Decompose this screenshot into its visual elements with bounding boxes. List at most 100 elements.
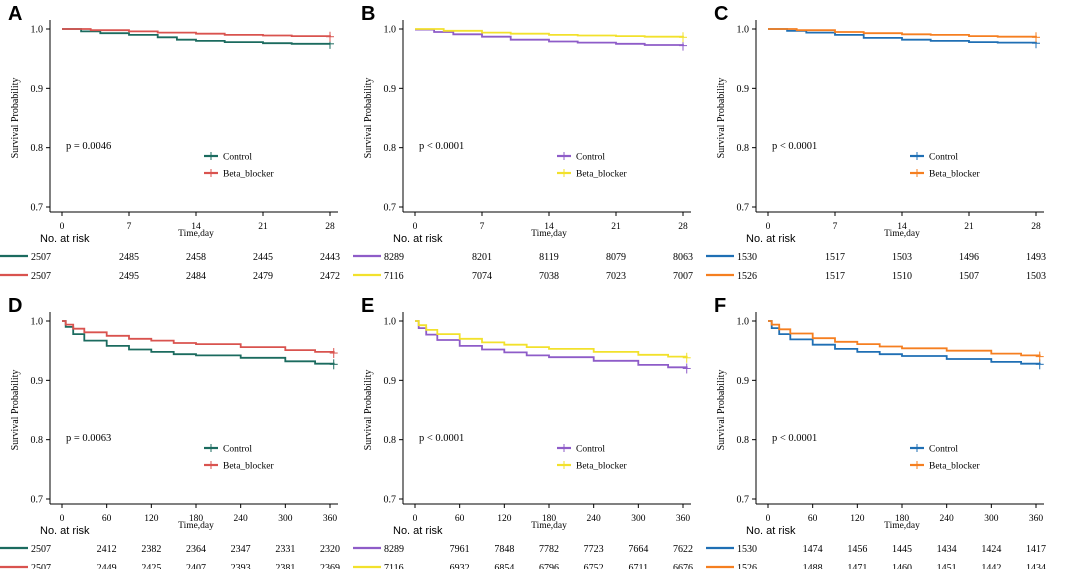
risk-count: 2407 bbox=[186, 563, 206, 569]
risk-count: 2507 bbox=[31, 544, 51, 555]
p-value: p < 0.0001 bbox=[772, 141, 817, 152]
risk-count: 8201 bbox=[472, 252, 492, 263]
x-tick-label: 7 bbox=[480, 222, 485, 232]
x-tick-label: 240 bbox=[234, 514, 249, 524]
x-tick-label: 180 bbox=[542, 514, 557, 524]
risk-count: 1530 bbox=[737, 252, 757, 263]
x-tick-label: 360 bbox=[1029, 514, 1044, 524]
x-axis-title: Time,day bbox=[178, 521, 214, 531]
risk-count: 1503 bbox=[1026, 271, 1046, 282]
y-tick-label: 0.8 bbox=[31, 435, 44, 446]
y-tick-label: 0.7 bbox=[737, 203, 750, 214]
km-curve-beta_blocker bbox=[415, 28, 684, 38]
panel-letter: C bbox=[714, 3, 728, 25]
y-axis-title: Survival Probability bbox=[363, 78, 374, 159]
x-tick-label: 360 bbox=[323, 514, 338, 524]
risk-count: 1434 bbox=[1026, 563, 1046, 569]
legend-label: Beta_blocker bbox=[929, 462, 980, 472]
x-tick-label: 14 bbox=[191, 222, 201, 232]
panel-letter: B bbox=[361, 3, 375, 25]
km-curve-beta_blocker bbox=[768, 28, 1037, 38]
risk-count: 2443 bbox=[320, 252, 340, 263]
y-axis-title: Survival Probability bbox=[10, 78, 21, 159]
x-tick-label: 180 bbox=[189, 514, 204, 524]
risk-count: 2320 bbox=[320, 544, 340, 555]
risk-count: 2507 bbox=[31, 252, 51, 263]
risk-count: 7023 bbox=[606, 271, 626, 282]
risk-count: 1460 bbox=[892, 563, 912, 569]
risk-count: 2449 bbox=[97, 563, 117, 569]
risk-count: 2484 bbox=[186, 271, 206, 282]
x-tick-label: 180 bbox=[895, 514, 910, 524]
risk-count: 2347 bbox=[231, 544, 251, 555]
x-axis-title: Time,day bbox=[531, 229, 567, 239]
risk-count: 1445 bbox=[892, 544, 912, 555]
y-axis-title: Survival Probability bbox=[716, 370, 727, 451]
risk-count: 2445 bbox=[253, 252, 273, 263]
x-tick-label: 0 bbox=[766, 222, 771, 232]
km-curve-control bbox=[415, 28, 684, 46]
y-tick-label: 1.0 bbox=[31, 317, 44, 328]
risk-count: 2393 bbox=[231, 563, 251, 569]
panel-B: B 0.7 0.8 0.9 1.0 Survival Probability 0 7 14 21 2… bbox=[353, 3, 693, 282]
risk-count: 2472 bbox=[320, 271, 340, 282]
legend-label: Control bbox=[929, 445, 958, 455]
x-tick-label: 120 bbox=[850, 514, 865, 524]
risk-count: 1507 bbox=[959, 271, 979, 282]
km-curve-control bbox=[415, 320, 688, 369]
risk-table-title: No. at risk bbox=[746, 233, 796, 245]
panel-C: C 0.7 0.8 0.9 1.0 Survival Probability 0 7 14 21 2… bbox=[706, 3, 1046, 282]
y-tick-label: 0.7 bbox=[737, 495, 750, 506]
risk-count: 8289 bbox=[384, 252, 404, 263]
risk-count: 7961 bbox=[450, 544, 470, 555]
panel-A: A 0.7 0.8 0.9 1.0 Survival Probability 0 7 14 21 2… bbox=[0, 3, 340, 282]
y-tick-label: 1.0 bbox=[384, 317, 397, 328]
legend-label: Control bbox=[223, 445, 252, 455]
km-curve-control bbox=[768, 320, 1041, 365]
legend-label: Beta_blocker bbox=[929, 170, 980, 180]
y-tick-label: 0.9 bbox=[31, 84, 44, 95]
x-axis-title: Time,day bbox=[884, 229, 920, 239]
km-curve-control bbox=[62, 320, 335, 365]
risk-count: 7848 bbox=[494, 544, 514, 555]
y-tick-label: 1.0 bbox=[384, 25, 397, 36]
panel-D: D 0.7 0.8 0.9 1.0 Survival Probability 0 60 120 1… bbox=[0, 295, 340, 569]
x-tick-label: 28 bbox=[678, 222, 688, 232]
risk-count: 2507 bbox=[31, 271, 51, 282]
km-curve-beta_blocker bbox=[768, 320, 1041, 357]
y-tick-label: 0.9 bbox=[737, 376, 750, 387]
x-tick-label: 0 bbox=[413, 514, 418, 524]
x-axis-title: Time,day bbox=[531, 521, 567, 531]
p-value: p < 0.0001 bbox=[772, 433, 817, 444]
y-tick-label: 0.9 bbox=[384, 84, 397, 95]
y-tick-label: 0.9 bbox=[384, 376, 397, 387]
x-tick-label: 0 bbox=[60, 514, 65, 524]
risk-count: 6752 bbox=[584, 563, 604, 569]
risk-count: 6711 bbox=[629, 563, 649, 569]
risk-count: 1417 bbox=[1026, 544, 1046, 555]
y-tick-label: 0.8 bbox=[384, 143, 397, 154]
x-tick-label: 60 bbox=[102, 514, 112, 524]
panel-E: E 0.7 0.8 0.9 1.0 Survival Probability 0 60 120 1… bbox=[353, 295, 693, 569]
y-axis-title: Survival Probability bbox=[716, 78, 727, 159]
risk-table-title: No. at risk bbox=[746, 525, 796, 537]
risk-count: 1517 bbox=[825, 252, 845, 263]
risk-count: 2369 bbox=[320, 563, 340, 569]
risk-count: 7116 bbox=[384, 563, 404, 569]
risk-count: 8119 bbox=[539, 252, 559, 263]
y-tick-label: 0.8 bbox=[384, 435, 397, 446]
legend-label: Control bbox=[576, 445, 605, 455]
risk-count: 2458 bbox=[186, 252, 206, 263]
risk-count: 7074 bbox=[472, 271, 492, 282]
risk-count: 2495 bbox=[119, 271, 139, 282]
y-tick-label: 1.0 bbox=[737, 25, 750, 36]
risk-count: 2507 bbox=[31, 563, 51, 569]
risk-count: 2412 bbox=[97, 544, 117, 555]
y-axis-title: Survival Probability bbox=[363, 370, 374, 451]
risk-count: 1471 bbox=[847, 563, 867, 569]
y-tick-label: 0.8 bbox=[737, 143, 750, 154]
risk-count: 1442 bbox=[981, 563, 1001, 569]
x-tick-label: 120 bbox=[144, 514, 159, 524]
legend-label: Beta_blocker bbox=[576, 462, 627, 472]
